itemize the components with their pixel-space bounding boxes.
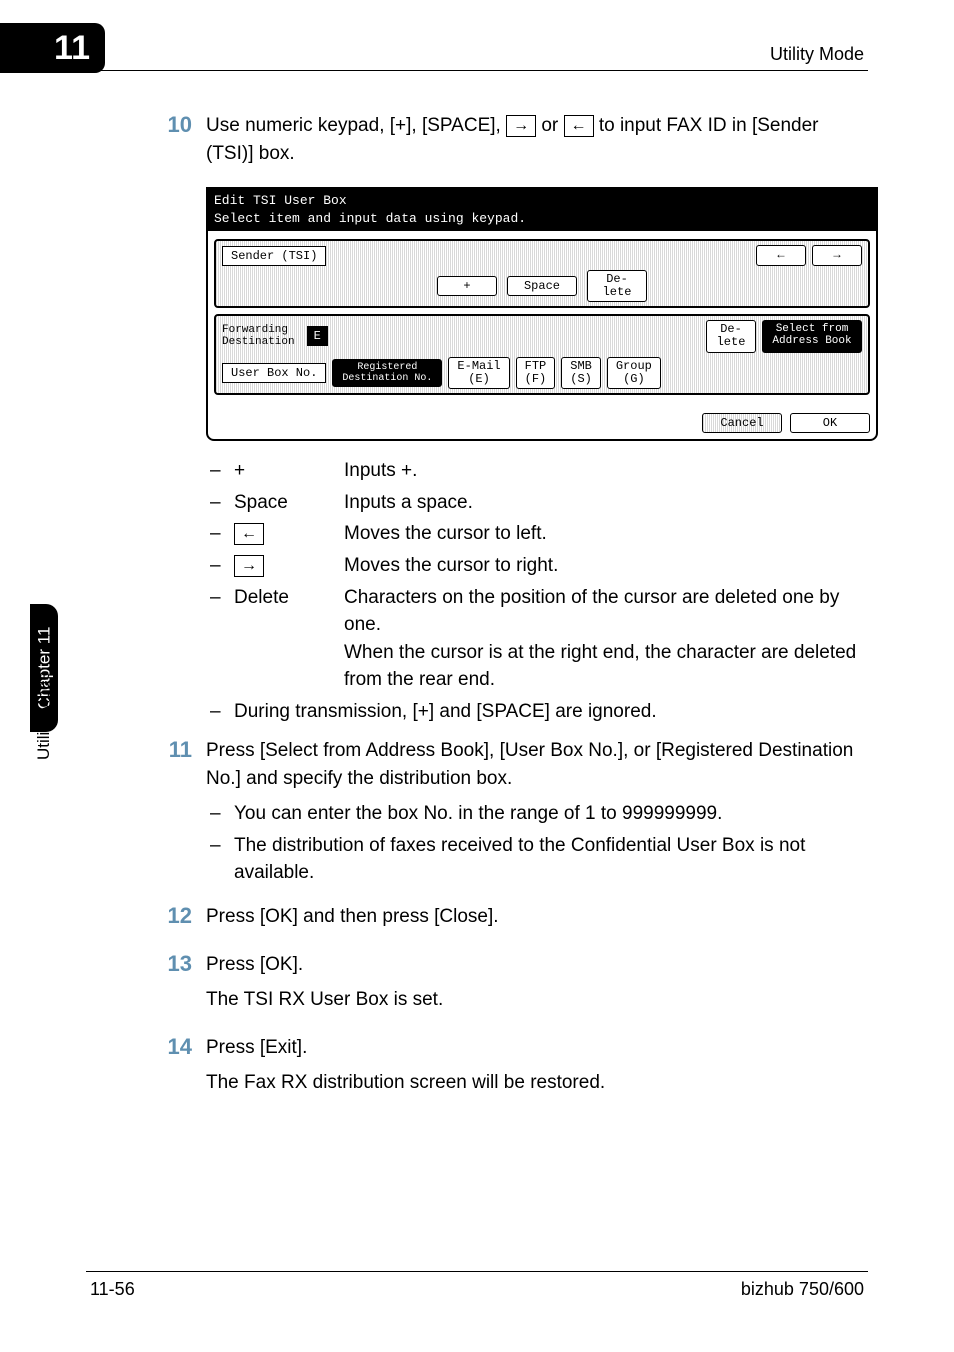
arrow-right-button[interactable]: → — [812, 245, 862, 265]
legend-right-key: → — [234, 552, 344, 580]
step-number: 12 — [160, 903, 206, 929]
legend-left: ← Moves the cursor to left. — [224, 520, 860, 548]
step-13: 13 Press [OK]. The TSI RX User Box is se… — [160, 951, 860, 1022]
step-11-text: Press [Select from Address Book], [User … — [206, 737, 860, 792]
legend-space-key: Space — [234, 489, 344, 517]
arrow-left-icon: ← — [234, 523, 264, 545]
smb-sub: (S) — [570, 373, 592, 386]
smb-button[interactable]: SMB (S) — [561, 357, 601, 389]
select-from-address-book-button[interactable]: Select from Address Book — [762, 320, 862, 352]
step-number: 13 — [160, 951, 206, 977]
content-area: 10 Use numeric keypad, [+], [SPACE], → o… — [160, 100, 860, 1105]
group-button[interactable]: Group (G) — [607, 357, 661, 389]
sender-tsi-field[interactable]: Sender (TSI) — [222, 246, 326, 266]
plus-button[interactable]: + — [437, 276, 497, 296]
sender-panel: Sender (TSI) ← → + Space De- lete — [214, 239, 870, 308]
e-box[interactable]: E — [307, 326, 328, 346]
legend-plus-val: Inputs +. — [344, 457, 860, 485]
cancel-button[interactable]: Cancel — [702, 413, 782, 433]
step-body: Press [OK]. The TSI RX User Box is set. — [206, 951, 860, 1022]
registered-destination-no-button[interactable]: Registered Destination No. — [332, 359, 442, 387]
step-11: 11 Press [Select from Address Book], [Us… — [160, 737, 860, 891]
side-label: Utility Mode — [34, 671, 54, 760]
step-14-after: The Fax RX distribution screen will be r… — [206, 1069, 860, 1097]
text-fragment: Use numeric keypad, [+], [SPACE], — [206, 115, 506, 136]
group-label: Group — [616, 360, 652, 373]
text-fragment: or — [541, 115, 563, 136]
legend-left-val: Moves the cursor to left. — [344, 520, 860, 548]
step-11-bullets: You can enter the box No. in the range o… — [206, 800, 860, 887]
ui-mock-wrapper: Edit TSI User Box Select item and input … — [206, 187, 860, 441]
step-number: 14 — [160, 1034, 206, 1060]
footer-rule — [86, 1271, 868, 1272]
legend-right-val: Moves the cursor to right. — [344, 552, 860, 580]
step-12: 12 Press [OK] and then press [Close]. — [160, 903, 860, 939]
delete-2-button[interactable]: De- lete — [706, 320, 756, 352]
step-10: 10 Use numeric keypad, [+], [SPACE], → o… — [160, 112, 860, 175]
step-13-after: The TSI RX User Box is set. — [206, 986, 860, 1014]
step-13-text: Press [OK]. — [206, 951, 860, 979]
ui-title-1: Edit TSI User Box — [214, 192, 870, 210]
legend-during: During transmission, [+] and [SPACE] are… — [224, 698, 860, 726]
legend-delete: Delete Characters on the position of the… — [224, 584, 860, 694]
group-sub: (G) — [623, 373, 645, 386]
arrow-left-key: ← — [564, 115, 594, 137]
step-body: Press [OK] and then press [Close]. — [206, 903, 860, 939]
legend-block: + Inputs +. Space Inputs a space. ← Move… — [206, 457, 860, 725]
delete-button[interactable]: De- lete — [587, 270, 647, 302]
forwarding-destination-label: Forwarding Destination — [222, 324, 295, 348]
user-box-no-field[interactable]: User Box No. — [222, 363, 326, 383]
step-body: Use numeric keypad, [+], [SPACE], → or ←… — [206, 112, 860, 175]
step-11-b1: You can enter the box No. in the range o… — [224, 800, 860, 828]
ftp-button[interactable]: FTP (F) — [516, 357, 556, 389]
legend-delete-key: Delete — [234, 584, 344, 612]
email-label: E-Mail — [457, 360, 500, 373]
legend-list: + Inputs +. Space Inputs a space. ← Move… — [206, 457, 860, 725]
step-number: 11 — [160, 737, 206, 763]
chapter-tab: 11 — [0, 23, 105, 73]
email-sub: (E) — [468, 373, 490, 386]
step-10-text: Use numeric keypad, [+], [SPACE], → or ←… — [206, 112, 860, 167]
header-rule — [86, 70, 868, 71]
smb-label: SMB — [570, 360, 592, 373]
arrow-left-button[interactable]: ← — [756, 245, 806, 265]
ui-title-2: Select item and input data using keypad. — [214, 210, 870, 228]
footer-page-number: 11-56 — [90, 1279, 135, 1300]
legend-plus: + Inputs +. — [224, 457, 860, 485]
ok-button[interactable]: OK — [790, 413, 870, 433]
step-14-text: Press [Exit]. — [206, 1034, 860, 1062]
text-fragment: When the cursor is at the right end, the… — [344, 642, 856, 691]
step-12-text: Press [OK] and then press [Close]. — [206, 903, 860, 931]
legend-left-key: ← — [234, 520, 344, 548]
header-title: Utility Mode — [770, 44, 864, 65]
arrow-right-icon: → — [234, 555, 264, 577]
step-number: 10 — [160, 112, 206, 138]
step-body: Press [Select from Address Book], [User … — [206, 737, 860, 891]
ftp-label: FTP — [525, 360, 547, 373]
legend-delete-val: Characters on the position of the cursor… — [344, 584, 860, 694]
ftp-sub: (F) — [525, 373, 547, 386]
legend-plus-key: + — [234, 457, 344, 485]
legend-space-val: Inputs a space. — [344, 489, 860, 517]
footer-product-name: bizhub 750/600 — [741, 1279, 864, 1300]
forwarding-panel: Forwarding Destination E De- lete Select… — [214, 314, 870, 395]
ui-panel: Edit TSI User Box Select item and input … — [206, 187, 878, 441]
legend-space: Space Inputs a space. — [224, 489, 860, 517]
ui-body: Sender (TSI) ← → + Space De- lete — [208, 231, 876, 409]
email-button[interactable]: E-Mail (E) — [448, 357, 509, 389]
step-body: Press [Exit]. The Fax RX distribution sc… — [206, 1034, 860, 1105]
legend-right: → Moves the cursor to right. — [224, 552, 860, 580]
text-fragment: Characters on the position of the cursor… — [344, 587, 839, 636]
arrow-right-key: → — [506, 115, 536, 137]
ui-header: Edit TSI User Box Select item and input … — [208, 189, 876, 231]
chapter-number: 11 — [54, 29, 90, 68]
space-button[interactable]: Space — [507, 276, 577, 296]
step-14: 14 Press [Exit]. The Fax RX distribution… — [160, 1034, 860, 1105]
page: 11 Utility Mode Chapter 11 Utility Mode … — [0, 0, 954, 1352]
ui-bottom-bar: Cancel OK — [208, 409, 876, 439]
step-11-b2: The distribution of faxes received to th… — [224, 832, 860, 887]
